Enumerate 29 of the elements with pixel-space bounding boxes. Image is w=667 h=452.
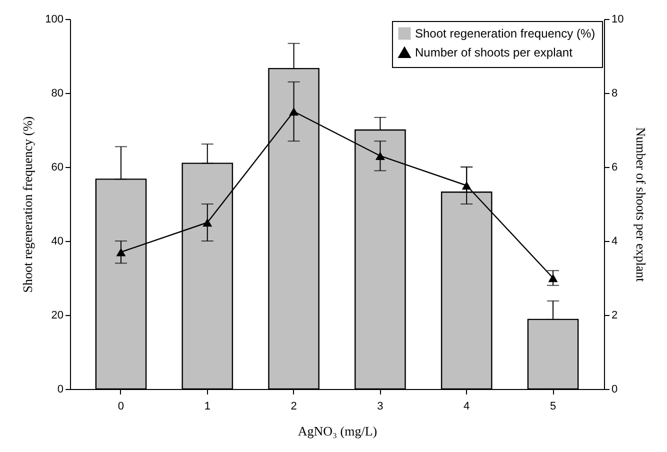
y-tick-label: 20 xyxy=(51,310,64,322)
point xyxy=(202,218,212,227)
y2-tick-label: 2 xyxy=(612,310,618,322)
y2-tick-label: 8 xyxy=(612,88,618,100)
point xyxy=(375,152,385,160)
legend-label: Shoot regeneration frequency (%) xyxy=(415,26,596,40)
x-tick-label: 0 xyxy=(118,400,124,412)
x-tick-label: 3 xyxy=(377,400,384,412)
x-tick-label: 2 xyxy=(290,400,297,412)
y-tick-label: 0 xyxy=(57,384,64,396)
x-tick-label: 5 xyxy=(550,400,556,412)
point xyxy=(289,107,299,116)
x-tick-label: 1 xyxy=(204,400,210,412)
y2-tick-label: 4 xyxy=(612,236,618,248)
y-axis-title: Shoot regeneration frequency (%) xyxy=(20,116,36,293)
y-tick-label: 60 xyxy=(51,162,64,174)
x-axis-title: AgNO₃ (mg/L) xyxy=(298,424,378,438)
point xyxy=(462,181,472,190)
y2-tick-label: 6 xyxy=(612,162,618,174)
point xyxy=(116,248,126,256)
point xyxy=(548,274,558,282)
y-tick-label: 100 xyxy=(45,14,64,26)
y2-tick-label: 0 xyxy=(612,384,618,396)
x-tick-label: 4 xyxy=(464,400,470,412)
y2-axis-title: Number of shoots per explant xyxy=(634,127,649,282)
y-tick-label: 40 xyxy=(51,236,64,248)
y-tick-label: 80 xyxy=(51,88,64,100)
y2-tick-label: 10 xyxy=(612,14,624,26)
legend-label: Number of shoots per explant xyxy=(415,46,574,60)
